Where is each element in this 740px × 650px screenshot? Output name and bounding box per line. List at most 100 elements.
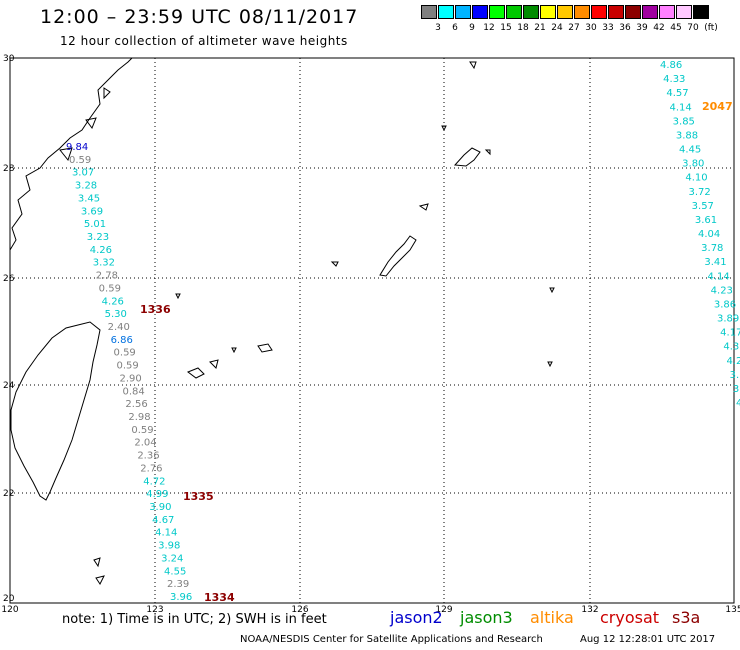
legend-swatch — [540, 5, 556, 19]
wave-height-value: 4.17 — [720, 328, 740, 339]
lat-label: 26 — [3, 274, 15, 284]
wave-height-value: 3.80 — [682, 159, 704, 170]
lat-lon-grid — [10, 58, 734, 603]
legend-label: 24 — [551, 23, 563, 33]
wave-height-value: 4.57 — [666, 88, 688, 99]
satellite-cryosat: cryosat — [600, 608, 660, 627]
pass-time-label: 1335 — [183, 490, 214, 503]
lat-label: 22 — [3, 489, 14, 499]
legend-swatch — [642, 5, 658, 19]
lat-label: 24 — [3, 381, 15, 391]
legend-label: 3 — [435, 23, 441, 33]
latitude-labels: 30 28 26 24 22 20 — [3, 54, 15, 604]
wave-height-value: 3.23 — [87, 232, 109, 243]
legend-label: 27 — [568, 23, 580, 33]
map-title: 12:00 – 23:59 UTC 08/11/2017 — [40, 6, 359, 28]
footnote: note: 1) Time is in UTC; 2) SWH is in fe… — [62, 612, 327, 627]
wave-height-value: 3.61 — [695, 215, 717, 226]
wave-height-value: 0.84 — [122, 386, 144, 397]
wave-height-value: 0.59 — [117, 361, 139, 372]
legend-swatch — [455, 5, 471, 19]
taiwan-coastline — [10, 321, 101, 501]
wave-height-value: 3.32 — [93, 258, 115, 269]
wave-height-value: 4.26 — [102, 296, 124, 307]
legend-swatch — [489, 5, 505, 19]
wave-height-value: 4.33 — [663, 74, 685, 85]
wave-height-value: 2.36 — [137, 451, 159, 462]
source-credit: NOAA/NESDIS Center for Satellite Applica… — [240, 634, 543, 645]
wave-height-value: 2.76 — [140, 463, 162, 474]
wave-height-value: 3.86 — [714, 299, 736, 310]
wave-height-value: 3.78 — [701, 243, 723, 254]
wave-height-value: 5.30 — [105, 309, 127, 320]
lon-label: 120 — [1, 605, 18, 615]
wave-height-value: 2.78 — [96, 271, 118, 282]
wave-height-value: 2.56 — [125, 399, 147, 410]
pass-time-label: 1334 — [204, 591, 235, 604]
legend-label: 33 — [602, 23, 614, 33]
wave-height-value: 4.10 — [685, 173, 707, 184]
wave-height-value: 4.2 — [727, 356, 740, 367]
legend-swatch — [625, 5, 641, 19]
wave-height-value: 3.88 — [676, 130, 698, 141]
wave-height-value: 4.14 — [708, 271, 730, 282]
miyako-islands — [186, 343, 273, 379]
longitude-labels: 120 123 126 129 132 135 — [1, 605, 740, 615]
satellite-altika: altika — [530, 608, 574, 627]
wave-height-value: 0.59 — [99, 283, 121, 294]
legend-swatch — [608, 5, 624, 19]
wave-height-value: 4 — [736, 398, 740, 409]
china-coastline — [9, 57, 133, 251]
wave-height-value: 2.90 — [119, 373, 141, 384]
wave-height-value: 3.90 — [149, 502, 171, 513]
lat-label: 20 — [3, 594, 15, 604]
legend-swatch — [591, 5, 607, 19]
wave-height-value: 4.26 — [90, 245, 112, 256]
wave-height-value: 4.04 — [698, 229, 720, 240]
wave-height-value: 4.23 — [711, 285, 733, 296]
legend-label: 6 — [452, 23, 458, 33]
coastal-islands — [59, 87, 111, 162]
wave-height-value: 3.98 — [158, 541, 180, 552]
wave-height-value: 4.86 — [660, 60, 682, 71]
map-subtitle: 12 hour collection of altimeter wave hei… — [60, 34, 348, 48]
wave-height-value: 4.14 — [155, 528, 177, 539]
wave-height-value: 4.14 — [670, 102, 692, 113]
wave-height-value: 9.84 — [66, 142, 88, 153]
legend-label: 42 — [653, 23, 665, 33]
lat-label: 30 — [3, 54, 15, 64]
satellite-jason2: jason2 — [390, 608, 443, 627]
wave-height-value: 3.45 — [78, 193, 100, 204]
wave-height-value: 3. — [730, 370, 740, 381]
legend-label: 15 — [500, 23, 512, 33]
generated-timestamp: Aug 12 12:28:01 UTC 2017 — [580, 634, 716, 645]
lon-label: 129 — [435, 605, 452, 615]
wave-height-value: 0.59 — [114, 348, 136, 359]
pass-time-label: 1336 — [140, 303, 171, 316]
altimeter-track-west: 9.84 0.59 3.07 3.283.45 3.69 5.01 3.23 4.26 3.32… — [66, 142, 192, 603]
wave-height-value: 2.40 — [108, 322, 130, 333]
amami-island — [453, 147, 481, 167]
legend-label: 70 — [687, 23, 699, 33]
altimeter-track-east: 4.86 4.33 4.57 4.14 3.85 3.88 4.45 3.80 4.10 3.72… — [660, 60, 740, 409]
wave-height-value: 2.39 — [167, 579, 189, 590]
lat-label: 28 — [3, 164, 15, 174]
legend-label: 39 — [636, 23, 648, 33]
wave-height-value: 3.69 — [81, 206, 103, 217]
satellite-jason3: jason3 — [460, 608, 513, 627]
legend-label: 21 — [534, 23, 546, 33]
lon-label: 135 — [725, 605, 740, 615]
legend-swatch — [438, 5, 454, 19]
wave-height-value: 4.45 — [679, 145, 701, 156]
legend-label: 30 — [585, 23, 597, 33]
legend-swatch — [421, 5, 437, 19]
wave-height-value: 3.57 — [692, 201, 714, 212]
lon-label: 123 — [146, 605, 163, 615]
satellite-s3a: s3a — [672, 608, 701, 627]
wave-height-value: 0.59 — [69, 155, 91, 166]
legend-swatch — [574, 5, 590, 19]
wave-height-value: 3.72 — [689, 187, 711, 198]
wave-height-value: 5.01 — [84, 219, 106, 230]
wave-height-value: 3.96 — [170, 592, 192, 603]
